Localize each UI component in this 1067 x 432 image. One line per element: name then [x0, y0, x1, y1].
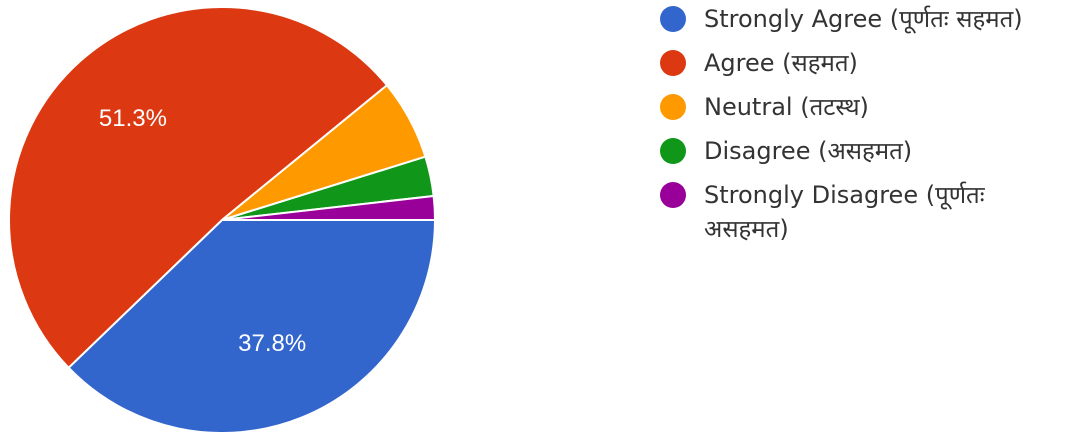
legend-swatch: [660, 182, 686, 208]
legend-item-agree[interactable]: Agree (सहमत): [660, 46, 1065, 80]
legend-item-strongly-disagree[interactable]: Strongly Disagree (पूर्णतः असहमत): [660, 178, 1065, 246]
pie-slice-strongly-agree[interactable]: [67, 219, 437, 432]
legend-label: Strongly Agree (पूर्णतः सहमत): [704, 5, 1023, 33]
legend-swatch: [660, 94, 686, 120]
legend-label: Agree (सहमत): [704, 49, 858, 77]
pie-slice-strongly-disagree[interactable]: [221, 194, 437, 221]
legend-label: Disagree (असहमत): [704, 137, 913, 165]
pie-chart: 37.8% 51.3%: [8, 6, 437, 432]
pie-label-agree: 51.3%: [99, 105, 167, 132]
pie-slice-agree[interactable]: [8, 6, 389, 370]
legend-label: Strongly Disagree (पूर्णतः असहमत): [704, 181, 985, 243]
legend-item-disagree[interactable]: Disagree (असहमत): [660, 134, 1065, 168]
legend: Strongly Agree (पूर्णतः सहमत) Agree (सहम…: [660, 2, 1065, 256]
legend-item-strongly-agree[interactable]: Strongly Agree (पूर्णतः सहमत): [660, 2, 1065, 36]
legend-item-neutral[interactable]: Neutral (तटस्थ): [660, 90, 1065, 124]
legend-swatch: [660, 50, 686, 76]
pie-label-strongly-agree: 37.8%: [238, 330, 306, 357]
legend-swatch: [660, 6, 686, 32]
legend-label: Neutral (तटस्थ): [704, 93, 869, 121]
legend-swatch: [660, 138, 686, 164]
